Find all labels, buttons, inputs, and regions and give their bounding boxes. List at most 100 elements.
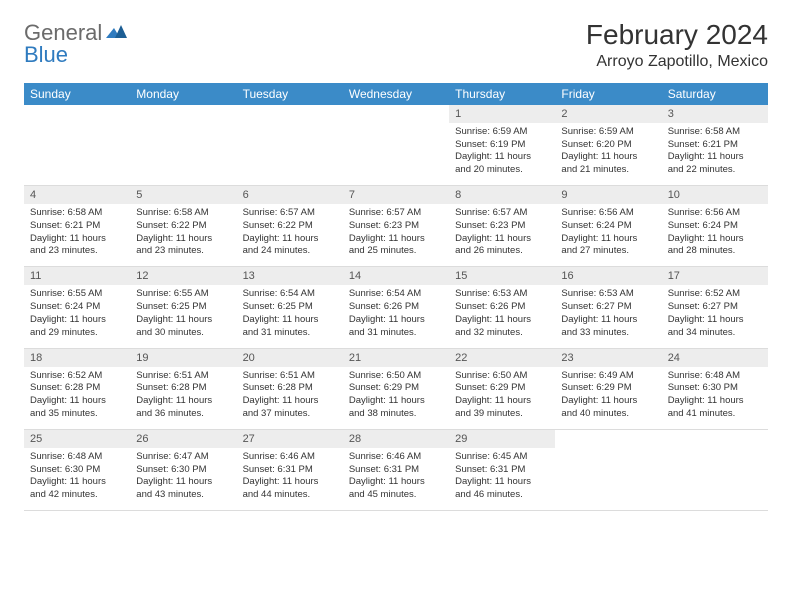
- logo-mark-icon: [106, 21, 128, 44]
- day-line: Sunrise: 6:56 AM: [668, 207, 762, 220]
- day-content: Sunrise: 6:58 AMSunset: 6:22 PMDaylight:…: [130, 204, 236, 266]
- day-content: [24, 111, 130, 169]
- day-line: Daylight: 11 hours: [349, 395, 443, 408]
- day-line: Daylight: 11 hours: [30, 314, 124, 327]
- day-line: Daylight: 11 hours: [349, 233, 443, 246]
- week-row: 11Sunrise: 6:55 AMSunset: 6:24 PMDayligh…: [24, 267, 768, 348]
- day-cell: 12Sunrise: 6:55 AMSunset: 6:25 PMDayligh…: [130, 267, 236, 348]
- week-row: 25Sunrise: 6:48 AMSunset: 6:30 PMDayligh…: [24, 429, 768, 510]
- day-line: Sunset: 6:31 PM: [455, 464, 549, 477]
- day-number: 5: [130, 186, 236, 204]
- day-line: Sunset: 6:29 PM: [561, 382, 655, 395]
- day-line: Sunrise: 6:58 AM: [30, 207, 124, 220]
- day-line: Sunrise: 6:57 AM: [455, 207, 549, 220]
- day-line: Sunset: 6:25 PM: [243, 301, 337, 314]
- day-line: Daylight: 11 hours: [243, 233, 337, 246]
- day-line: Sunset: 6:28 PM: [30, 382, 124, 395]
- day-cell: 27Sunrise: 6:46 AMSunset: 6:31 PMDayligh…: [237, 429, 343, 510]
- day-line: Sunrise: 6:55 AM: [30, 288, 124, 301]
- location: Arroyo Zapotillo, Mexico: [586, 53, 768, 71]
- day-content: Sunrise: 6:56 AMSunset: 6:24 PMDaylight:…: [662, 204, 768, 266]
- day-cell: 13Sunrise: 6:54 AMSunset: 6:25 PMDayligh…: [237, 267, 343, 348]
- day-line: and 29 minutes.: [30, 327, 124, 340]
- day-cell: [24, 105, 130, 186]
- day-number: 20: [237, 349, 343, 367]
- day-line: Sunrise: 6:50 AM: [349, 370, 443, 383]
- day-number: 28: [343, 430, 449, 448]
- day-line: Daylight: 11 hours: [455, 395, 549, 408]
- day-content: [555, 436, 661, 494]
- day-number: 17: [662, 267, 768, 285]
- calendar-table: Sunday Monday Tuesday Wednesday Thursday…: [24, 83, 768, 511]
- day-cell: 18Sunrise: 6:52 AMSunset: 6:28 PMDayligh…: [24, 348, 130, 429]
- day-content: [343, 111, 449, 169]
- day-line: Daylight: 11 hours: [243, 395, 337, 408]
- day-line: Daylight: 11 hours: [561, 395, 655, 408]
- day-line: Sunrise: 6:55 AM: [136, 288, 230, 301]
- day-cell: 16Sunrise: 6:53 AMSunset: 6:27 PMDayligh…: [555, 267, 661, 348]
- day-number: 18: [24, 349, 130, 367]
- day-line: Sunset: 6:26 PM: [349, 301, 443, 314]
- day-line: and 23 minutes.: [136, 245, 230, 258]
- day-line: Sunrise: 6:46 AM: [243, 451, 337, 464]
- day-line: Sunset: 6:20 PM: [561, 139, 655, 152]
- day-content: Sunrise: 6:48 AMSunset: 6:30 PMDaylight:…: [24, 448, 130, 510]
- day-line: and 27 minutes.: [561, 245, 655, 258]
- day-line: Daylight: 11 hours: [30, 395, 124, 408]
- day-line: and 31 minutes.: [243, 327, 337, 340]
- day-line: Sunset: 6:29 PM: [455, 382, 549, 395]
- day-content: Sunrise: 6:57 AMSunset: 6:23 PMDaylight:…: [343, 204, 449, 266]
- day-line: Daylight: 11 hours: [455, 476, 549, 489]
- day-line: Sunrise: 6:56 AM: [561, 207, 655, 220]
- day-line: Sunset: 6:30 PM: [136, 464, 230, 477]
- day-line: and 37 minutes.: [243, 408, 337, 421]
- day-content: Sunrise: 6:59 AMSunset: 6:20 PMDaylight:…: [555, 123, 661, 185]
- day-cell: 11Sunrise: 6:55 AMSunset: 6:24 PMDayligh…: [24, 267, 130, 348]
- day-line: Daylight: 11 hours: [243, 476, 337, 489]
- day-line: Sunset: 6:25 PM: [136, 301, 230, 314]
- day-content: Sunrise: 6:53 AMSunset: 6:27 PMDaylight:…: [555, 285, 661, 347]
- day-content: Sunrise: 6:52 AMSunset: 6:27 PMDaylight:…: [662, 285, 768, 347]
- day-line: and 45 minutes.: [349, 489, 443, 502]
- day-number: 21: [343, 349, 449, 367]
- day-number: 16: [555, 267, 661, 285]
- day-line: Daylight: 11 hours: [136, 476, 230, 489]
- day-content: Sunrise: 6:46 AMSunset: 6:31 PMDaylight:…: [237, 448, 343, 510]
- day-line: Sunset: 6:23 PM: [349, 220, 443, 233]
- day-line: Sunset: 6:22 PM: [243, 220, 337, 233]
- day-number: 19: [130, 349, 236, 367]
- day-line: Daylight: 11 hours: [136, 314, 230, 327]
- day-line: Sunrise: 6:48 AM: [30, 451, 124, 464]
- day-line: Sunset: 6:24 PM: [668, 220, 762, 233]
- day-line: Daylight: 11 hours: [668, 395, 762, 408]
- day-number: 24: [662, 349, 768, 367]
- day-line: and 40 minutes.: [561, 408, 655, 421]
- day-line: Sunrise: 6:58 AM: [136, 207, 230, 220]
- day-cell: 19Sunrise: 6:51 AMSunset: 6:28 PMDayligh…: [130, 348, 236, 429]
- day-number: 25: [24, 430, 130, 448]
- day-line: Sunset: 6:31 PM: [349, 464, 443, 477]
- day-line: and 33 minutes.: [561, 327, 655, 340]
- day-cell: 26Sunrise: 6:47 AMSunset: 6:30 PMDayligh…: [130, 429, 236, 510]
- week-row: 1Sunrise: 6:59 AMSunset: 6:19 PMDaylight…: [24, 105, 768, 186]
- day-line: and 35 minutes.: [30, 408, 124, 421]
- day-cell: 17Sunrise: 6:52 AMSunset: 6:27 PMDayligh…: [662, 267, 768, 348]
- month-title: February 2024: [586, 20, 768, 51]
- day-line: Sunrise: 6:50 AM: [455, 370, 549, 383]
- dow-tue: Tuesday: [237, 83, 343, 105]
- day-line: Daylight: 11 hours: [561, 151, 655, 164]
- day-line: Daylight: 11 hours: [455, 233, 549, 246]
- day-cell: 1Sunrise: 6:59 AMSunset: 6:19 PMDaylight…: [449, 105, 555, 186]
- day-number: 22: [449, 349, 555, 367]
- day-content: Sunrise: 6:51 AMSunset: 6:28 PMDaylight:…: [130, 367, 236, 429]
- day-content: Sunrise: 6:52 AMSunset: 6:28 PMDaylight:…: [24, 367, 130, 429]
- day-line: Daylight: 11 hours: [30, 476, 124, 489]
- day-line: Daylight: 11 hours: [455, 314, 549, 327]
- day-cell: 10Sunrise: 6:56 AMSunset: 6:24 PMDayligh…: [662, 186, 768, 267]
- day-line: Sunset: 6:29 PM: [349, 382, 443, 395]
- day-content: Sunrise: 6:54 AMSunset: 6:25 PMDaylight:…: [237, 285, 343, 347]
- day-content: Sunrise: 6:54 AMSunset: 6:26 PMDaylight:…: [343, 285, 449, 347]
- day-line: Sunrise: 6:47 AM: [136, 451, 230, 464]
- day-number: 7: [343, 186, 449, 204]
- day-content: Sunrise: 6:55 AMSunset: 6:25 PMDaylight:…: [130, 285, 236, 347]
